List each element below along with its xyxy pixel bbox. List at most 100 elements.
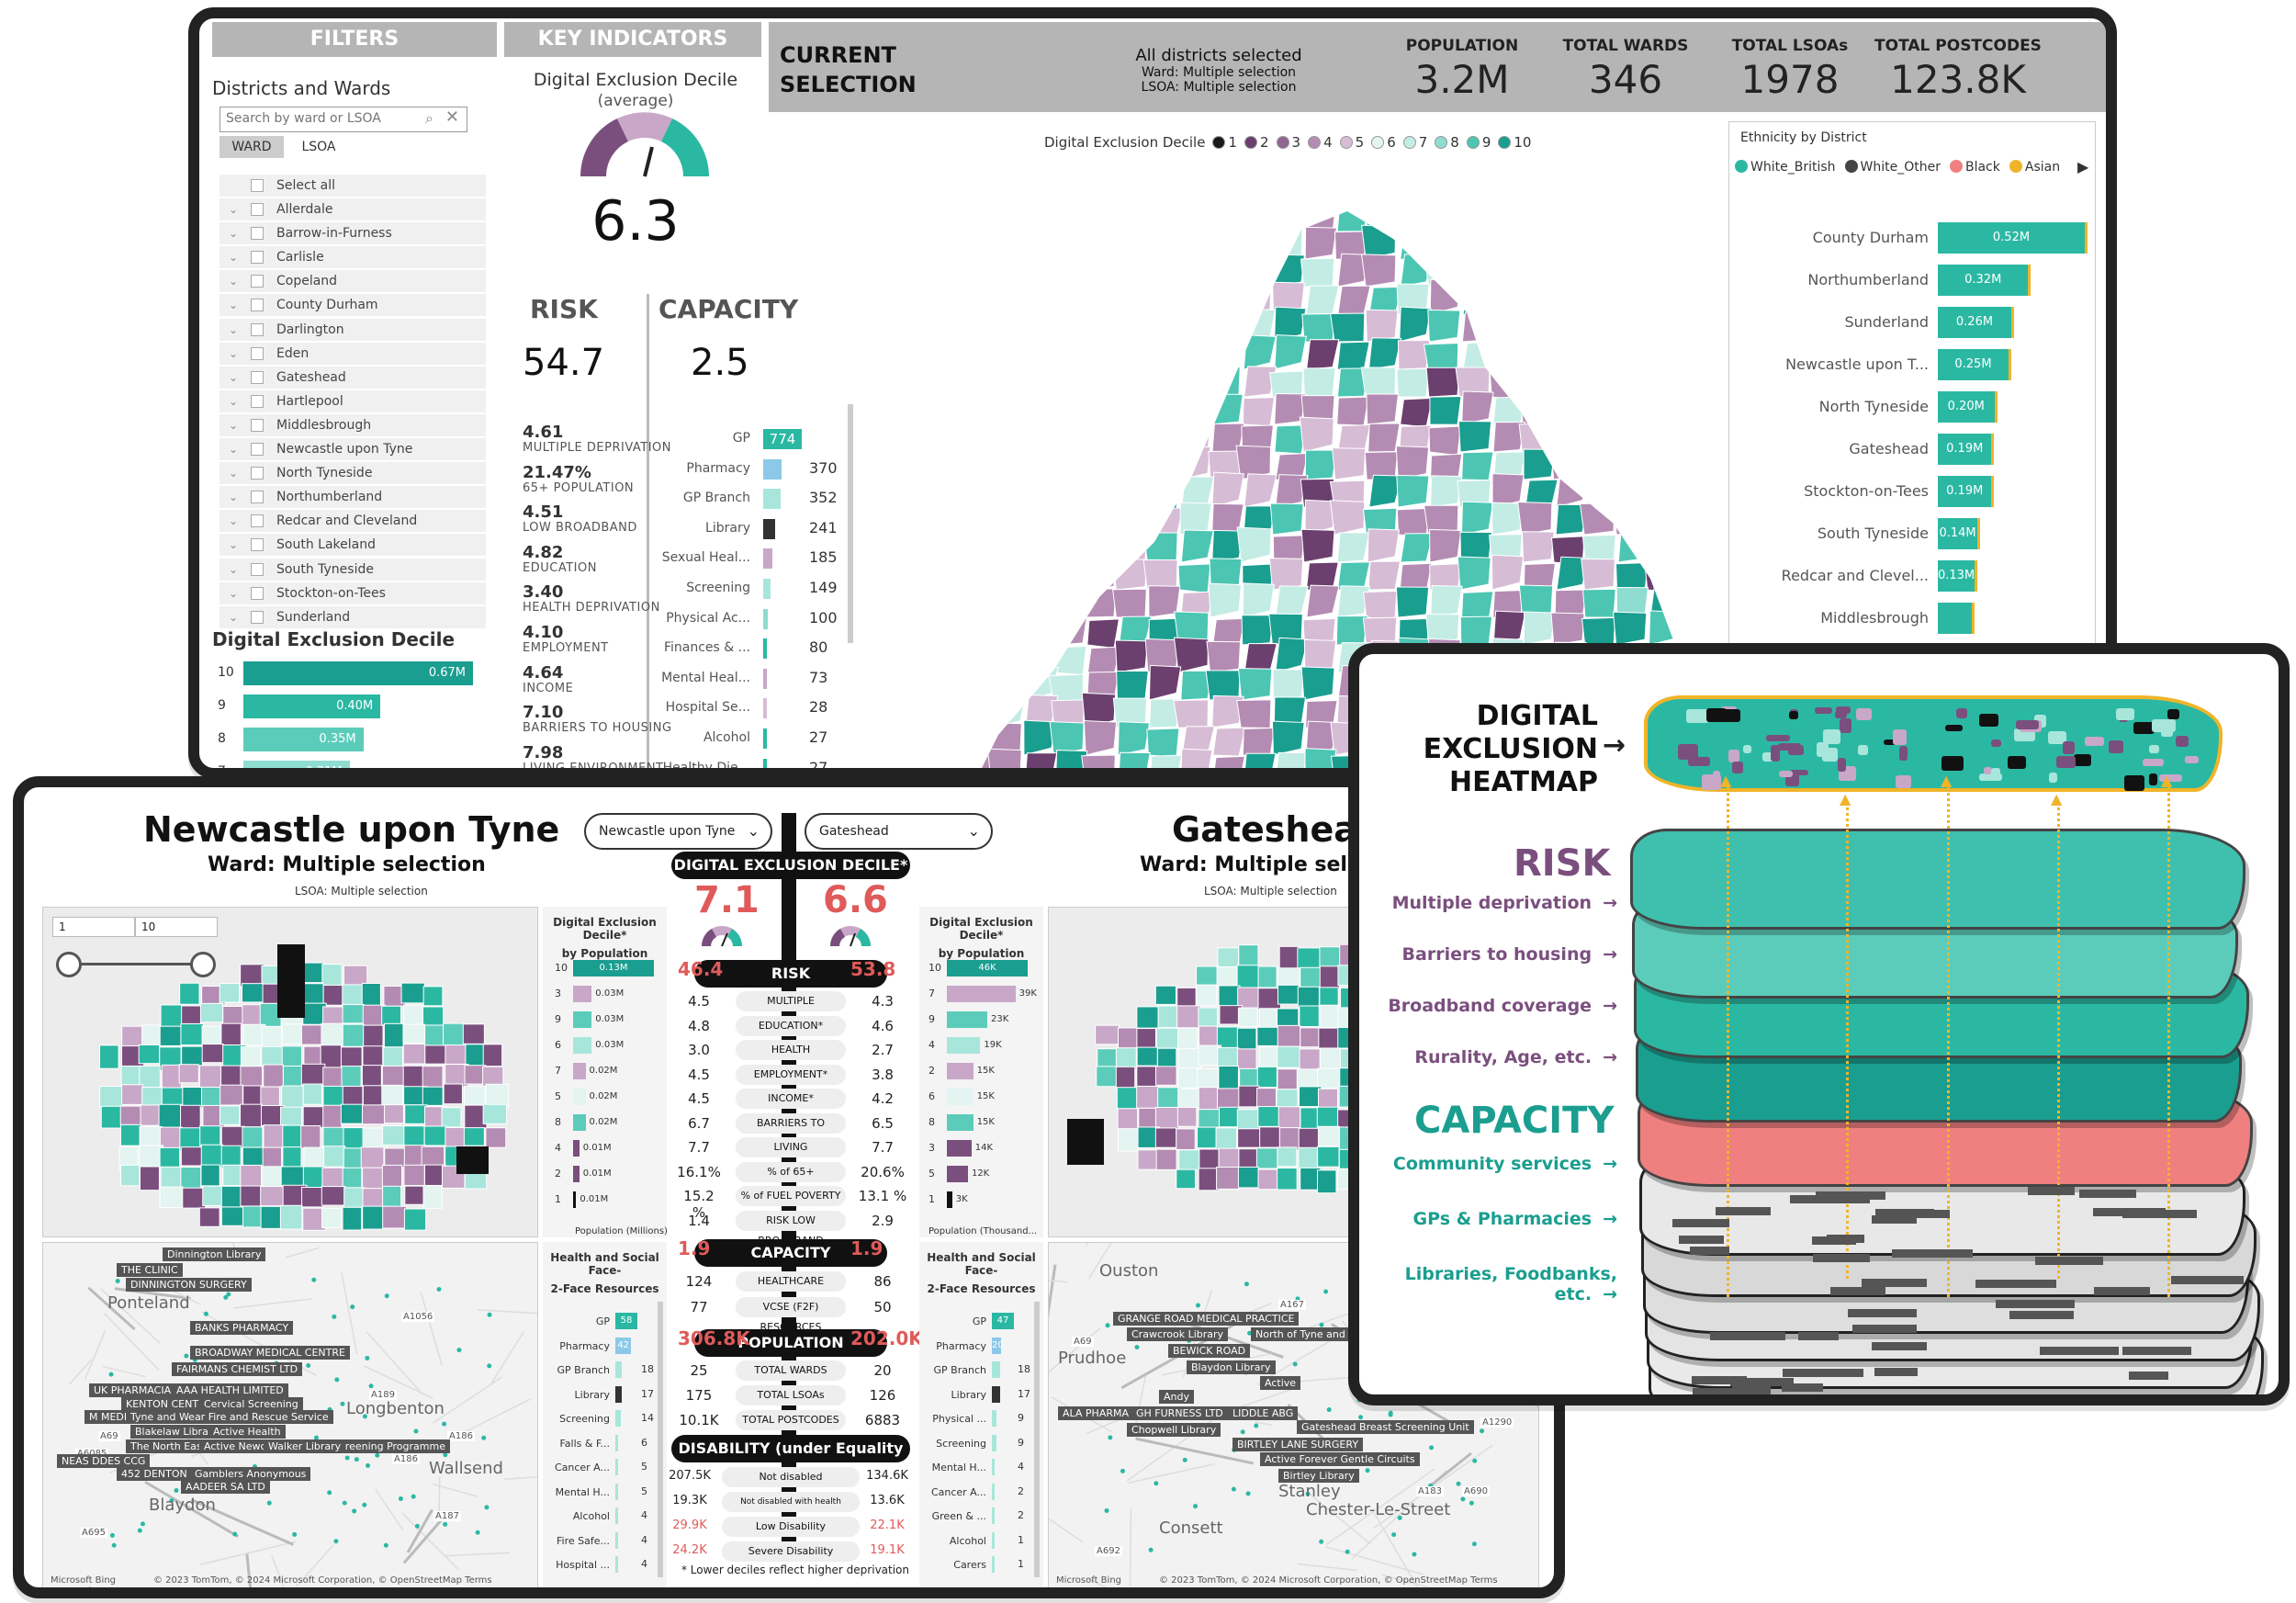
district-option[interactable]: ⌄ Barrow-in-Furness [219,222,486,245]
map-region[interactable] [1242,397,1276,427]
map-region[interactable] [1081,692,1117,728]
map-region[interactable] [1400,397,1434,428]
map-tile[interactable] [1236,1027,1257,1050]
district-option[interactable]: ⌄ Redcar and Cleveland [219,510,486,533]
map-tile[interactable] [198,1065,224,1089]
map-tile[interactable] [361,1104,387,1125]
map-region[interactable] [1024,363,1058,398]
map-tile[interactable] [240,1164,263,1189]
map-region[interactable] [1336,367,1370,398]
map-region[interactable] [1457,556,1491,591]
resource-bar[interactable] [615,1361,623,1378]
map-region[interactable] [1301,312,1335,343]
map-region[interactable] [955,583,991,618]
map-region[interactable] [987,670,1023,701]
resource-marker[interactable] [332,1314,337,1319]
map-tile[interactable] [160,1166,185,1190]
resource-marker[interactable] [487,1363,492,1369]
capacity-bar[interactable] [763,548,773,570]
range-slider-max-handle[interactable] [190,952,216,977]
resource-marker[interactable] [1305,1491,1311,1496]
map-region[interactable] [994,557,1028,591]
map-tile[interactable] [1319,965,1340,990]
map-region[interactable] [1118,283,1151,315]
map-tile[interactable] [182,1087,204,1109]
map-region[interactable] [1211,694,1244,728]
map-region[interactable] [1180,670,1213,701]
map-tile[interactable] [240,964,265,988]
map-tile[interactable] [1154,1127,1177,1148]
resource-bar[interactable] [992,1361,1001,1378]
capacity-bar[interactable] [763,518,776,539]
map-tile[interactable] [421,1146,445,1168]
map-tile[interactable] [242,1004,262,1027]
map-region[interactable] [1518,285,1554,315]
map-tile[interactable] [443,1022,465,1047]
resource-marker[interactable] [352,1508,357,1514]
map-tile[interactable] [121,1084,144,1105]
resource-bar[interactable] [615,1556,618,1573]
map-region[interactable] [1149,754,1183,779]
resource-bar[interactable]: 47 [992,1313,1014,1329]
map-region[interactable] [962,504,996,536]
map-tile[interactable] [1155,1148,1177,1170]
map-region[interactable] [1366,393,1400,425]
checkbox[interactable] [251,299,264,312]
map-region[interactable] [1149,340,1183,370]
map-region[interactable] [1177,445,1211,480]
map-tile[interactable] [1277,1045,1300,1068]
resource-bar[interactable] [615,1507,618,1524]
map-region[interactable] [1587,477,1621,508]
checkbox[interactable] [251,322,264,336]
map-region[interactable] [1206,252,1241,288]
map-region[interactable] [1336,532,1370,563]
map-tile[interactable] [485,1127,507,1148]
map-region[interactable] [1524,342,1558,372]
resource-marker[interactable] [1456,1481,1461,1486]
map-tile[interactable] [360,1146,385,1170]
map-region[interactable] [1177,563,1211,594]
map-tile[interactable] [1117,1108,1139,1131]
resource-bar[interactable]: 20 [992,1337,1004,1354]
map-region[interactable] [993,424,1027,455]
map-tile[interactable] [403,1208,427,1231]
map-tile[interactable] [159,1186,184,1209]
map-tile[interactable] [463,1127,485,1148]
map-tile[interactable] [220,1065,243,1088]
resource-bar[interactable] [615,1483,618,1500]
map-tile[interactable] [362,1045,384,1067]
map-region[interactable] [1019,200,1054,232]
map-resource-label[interactable]: Dinnington Library [163,1247,266,1261]
chevron-down-icon[interactable]: ⌄ [229,227,239,241]
map-tile[interactable] [300,1024,323,1045]
resource-marker[interactable] [1120,1468,1125,1473]
map-region[interactable] [1395,446,1430,480]
map-region[interactable] [1610,204,1647,233]
map-resource-label[interactable]: Active [1260,1376,1301,1390]
map-tile[interactable] [1176,1128,1196,1150]
resource-bar[interactable] [615,1434,618,1451]
pop-bar[interactable] [573,1089,586,1105]
map-resource-label[interactable]: DINNINGTON SURGERY [126,1278,252,1292]
map-region[interactable] [1586,254,1620,288]
map-region[interactable] [1486,286,1522,316]
map-tile[interactable] [1154,1066,1177,1086]
map-region[interactable] [1212,727,1246,757]
map-resource-label[interactable]: Active Forever Gentle Circuits [1260,1452,1420,1466]
map-resource-label[interactable]: Birtley Library [1278,1469,1359,1483]
ethnicity-legend-swatch[interactable] [1735,160,1748,173]
resource-marker[interactable] [365,1355,370,1360]
district-option[interactable]: ⌄ South Lakeland [219,534,486,557]
map-tile[interactable] [281,1045,303,1069]
resource-marker[interactable] [362,1502,367,1507]
map-region[interactable] [1367,528,1401,563]
map-tile[interactable] [1319,1047,1341,1070]
map-tile[interactable] [1217,947,1240,968]
map-tile[interactable] [464,1086,486,1106]
map-region[interactable] [1211,228,1244,260]
resource-marker[interactable] [1460,1496,1466,1502]
map-region[interactable] [1235,445,1272,480]
district-option[interactable]: ⌄ North Tyneside [219,462,486,485]
map-region[interactable] [1079,558,1116,591]
map-region[interactable] [1086,503,1120,536]
